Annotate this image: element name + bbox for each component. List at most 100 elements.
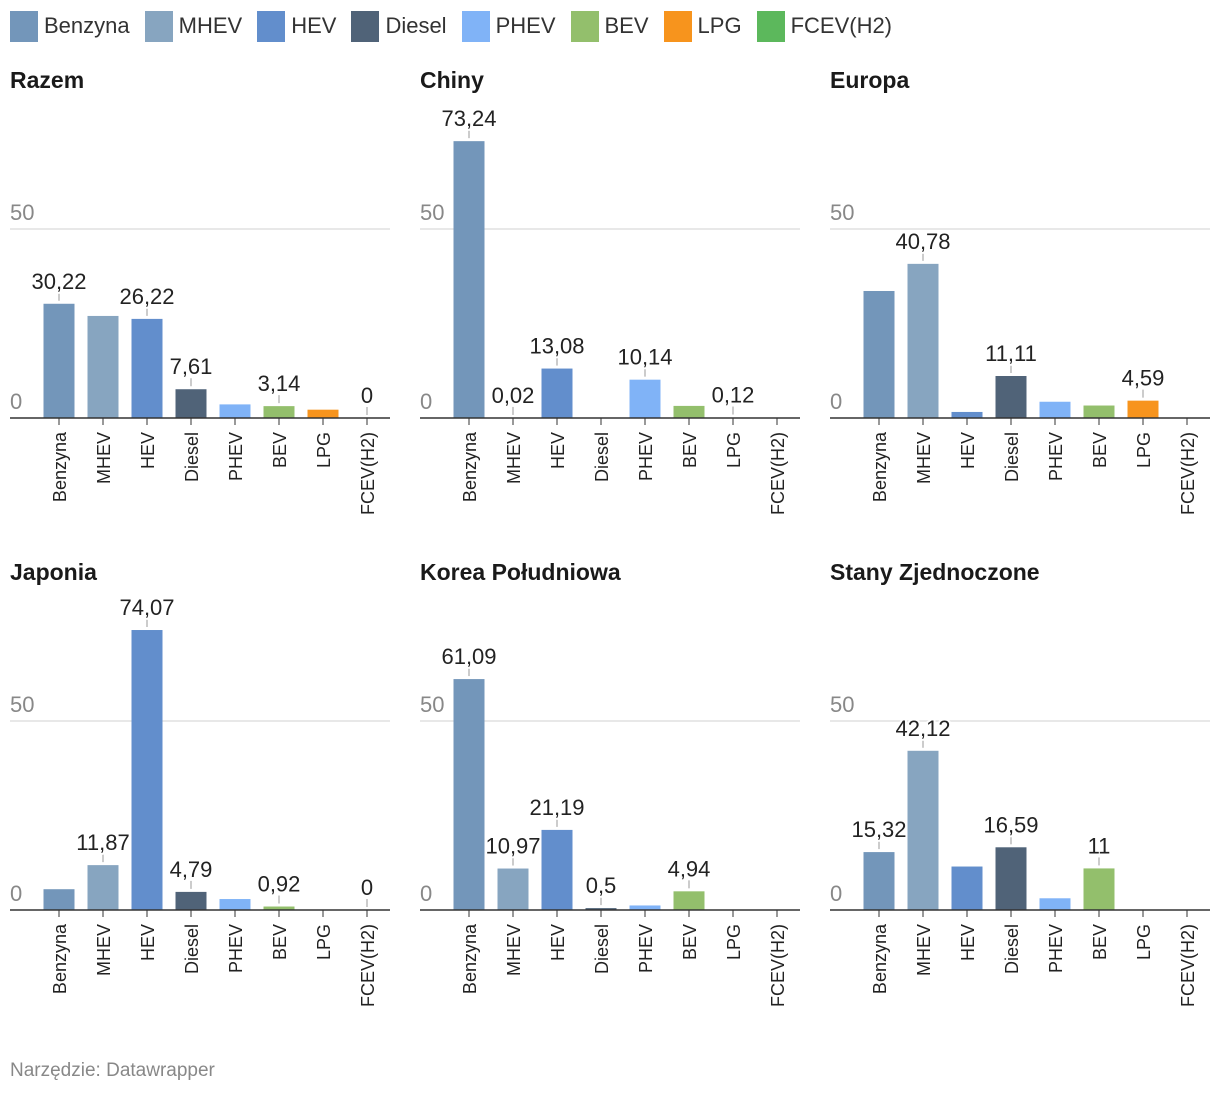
bar bbox=[951, 411, 983, 418]
legend-swatch bbox=[570, 10, 599, 42]
bar bbox=[951, 866, 983, 910]
value-label: 13,08 bbox=[529, 334, 584, 359]
value-label: 30,22 bbox=[31, 269, 86, 294]
legend-label: LPG bbox=[697, 13, 742, 38]
category-label: HEV bbox=[138, 432, 158, 469]
chart-title: Korea Południowa bbox=[420, 559, 621, 585]
legend-label: Diesel bbox=[385, 13, 447, 38]
category-label: Diesel bbox=[182, 924, 202, 974]
bar bbox=[453, 679, 485, 910]
value-label: 3,14 bbox=[258, 371, 301, 396]
category-label: MHEV bbox=[94, 432, 114, 484]
legend-swatch bbox=[144, 10, 173, 42]
category-label: BEV bbox=[680, 432, 700, 468]
category-label: HEV bbox=[548, 924, 568, 961]
value-label: 15,32 bbox=[851, 817, 906, 842]
bar bbox=[1127, 400, 1159, 418]
legend-swatch bbox=[461, 10, 490, 42]
category-label: HEV bbox=[548, 432, 568, 469]
legend-item: MHEV bbox=[144, 10, 242, 42]
value-label: 4,94 bbox=[668, 856, 711, 881]
value-label: 11,11 bbox=[985, 341, 1037, 366]
bar bbox=[453, 141, 485, 418]
value-label: 61,09 bbox=[441, 644, 496, 669]
legend-item: PHEV bbox=[461, 10, 556, 42]
legend-item: BEV bbox=[570, 10, 649, 42]
bar bbox=[585, 908, 617, 910]
category-label: LPG bbox=[724, 432, 744, 468]
chart-panel: Korea Południowa 0 50 61,09 Benzyna 10,97 MHEV… bbox=[420, 559, 800, 1007]
y-tick-label: 0 bbox=[10, 881, 22, 906]
category-label: LPG bbox=[314, 924, 334, 960]
category-label: BEV bbox=[680, 924, 700, 960]
value-label: 0,12 bbox=[712, 383, 755, 408]
category-label: LPG bbox=[314, 432, 334, 468]
legend-label: BEV bbox=[604, 13, 649, 38]
bar bbox=[43, 889, 75, 910]
category-label: MHEV bbox=[504, 432, 524, 484]
y-tick-label: 0 bbox=[830, 389, 842, 414]
value-label: 42,12 bbox=[895, 716, 950, 741]
legend-label: PHEV bbox=[495, 13, 556, 38]
category-label: Diesel bbox=[182, 432, 202, 482]
bar bbox=[629, 379, 661, 418]
category-label: FCEV(H2) bbox=[358, 924, 378, 1007]
value-label: 11 bbox=[1088, 833, 1111, 858]
category-label: FCEV(H2) bbox=[768, 924, 788, 1007]
category-label: BEV bbox=[1090, 924, 1110, 960]
category-label: PHEV bbox=[226, 924, 246, 973]
category-label: Benzyna bbox=[50, 923, 70, 994]
category-label: BEV bbox=[270, 924, 290, 960]
bar bbox=[175, 891, 207, 910]
category-label: LPG bbox=[1134, 924, 1154, 960]
bar bbox=[263, 406, 295, 418]
legend-swatch bbox=[257, 10, 286, 42]
value-label: 4,79 bbox=[170, 857, 213, 882]
category-label: Benzyna bbox=[870, 431, 890, 502]
bar bbox=[87, 315, 119, 418]
legend-label: HEV bbox=[291, 13, 337, 38]
chart-panel: Europa 0 50 Benzyna 40,78 MHEV HEV 11,11 Diesel P… bbox=[830, 67, 1210, 515]
value-label: 10,14 bbox=[617, 345, 672, 370]
bar bbox=[219, 899, 251, 910]
value-label: 4,59 bbox=[1122, 366, 1165, 391]
bar bbox=[541, 829, 573, 910]
category-label: MHEV bbox=[914, 432, 934, 484]
bar bbox=[995, 847, 1027, 910]
source-footer: Narzędzie: Datawrapper bbox=[10, 1060, 215, 1081]
category-label: HEV bbox=[958, 924, 978, 961]
category-label: PHEV bbox=[636, 924, 656, 973]
category-label: PHEV bbox=[1046, 924, 1066, 973]
category-label: LPG bbox=[1134, 432, 1154, 468]
chart-title: Europa bbox=[830, 67, 909, 93]
category-label: Benzyna bbox=[460, 923, 480, 994]
category-label: PHEV bbox=[636, 432, 656, 481]
bar bbox=[541, 368, 573, 418]
category-label: BEV bbox=[270, 432, 290, 468]
bar bbox=[629, 905, 661, 910]
category-label: PHEV bbox=[226, 432, 246, 481]
value-label: 0,92 bbox=[258, 872, 301, 897]
value-label: 40,78 bbox=[895, 229, 950, 254]
y-tick-label: 0 bbox=[420, 881, 432, 906]
y-tick-label: 0 bbox=[420, 389, 432, 414]
chart-title: Razem bbox=[10, 67, 84, 93]
value-label: 73,24 bbox=[441, 106, 496, 131]
bar bbox=[43, 303, 75, 418]
legend-swatch bbox=[663, 10, 692, 42]
bar bbox=[863, 290, 895, 418]
legend-label: FCEV(H2) bbox=[790, 13, 893, 38]
legend-swatch bbox=[756, 10, 785, 42]
legend: Benzyna MHEV HEV Diesel PHEV BEV LPG FCEV(H2) bbox=[10, 10, 907, 42]
chart-title: Chiny bbox=[420, 67, 484, 93]
category-label: FCEV(H2) bbox=[1178, 924, 1198, 1007]
category-label: MHEV bbox=[94, 924, 114, 976]
value-label: 0,5 bbox=[586, 873, 617, 898]
bar bbox=[307, 409, 339, 418]
value-label: 11,87 bbox=[76, 830, 129, 855]
bar bbox=[175, 389, 207, 418]
category-label: Diesel bbox=[592, 432, 612, 482]
category-label: HEV bbox=[138, 924, 158, 961]
